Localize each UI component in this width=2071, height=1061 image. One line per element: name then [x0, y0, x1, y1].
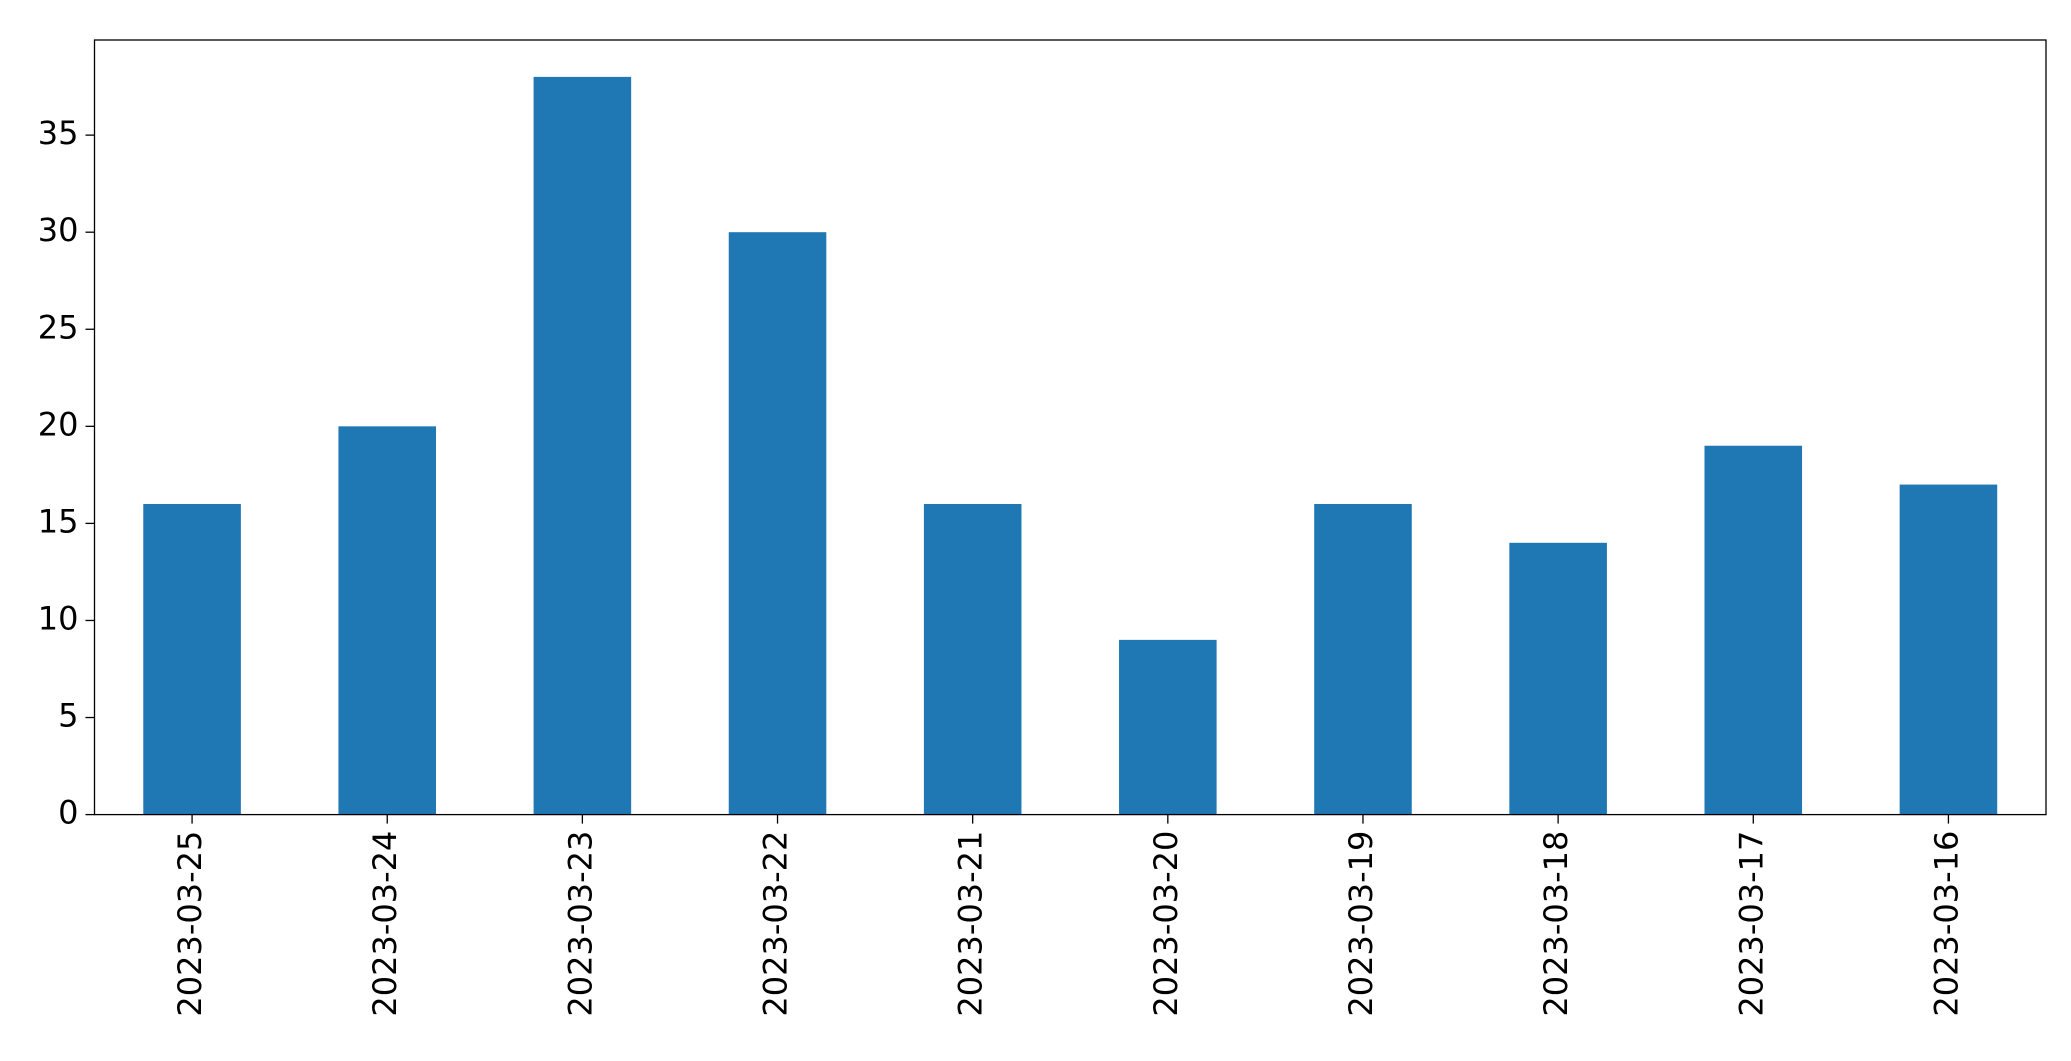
bar [923, 503, 1022, 815]
y-tick-label: 0 [58, 794, 78, 832]
y-tick-label: 15 [38, 502, 79, 540]
x-tick-label: 2023-03-20 [1147, 831, 1185, 1017]
bar [1119, 639, 1217, 815]
bar [533, 76, 632, 815]
x-tick-label: 2023-03-25 [171, 831, 209, 1017]
bar [1704, 445, 1803, 815]
bar [728, 232, 827, 815]
bar [338, 426, 437, 815]
bar [1509, 542, 1607, 815]
x-tick-label: 2023-03-22 [757, 831, 795, 1017]
y-tick-label: 30 [38, 211, 79, 249]
y-tick-label: 20 [38, 405, 79, 443]
y-tick-label: 35 [38, 114, 79, 152]
x-tick-label: 2023-03-23 [561, 831, 599, 1017]
x-tick-label: 2023-03-17 [1732, 831, 1770, 1017]
x-tick-label: 2023-03-19 [1342, 831, 1380, 1017]
plot-frame [93, 39, 2047, 816]
x-tick-label: 2023-03-16 [1927, 831, 1965, 1017]
bar [1899, 484, 1998, 815]
y-tick-label: 10 [38, 599, 79, 637]
y-tick-label: 5 [58, 697, 78, 735]
x-tick-label: 2023-03-21 [952, 831, 990, 1017]
y-tick-label: 25 [38, 308, 79, 346]
x-tick-label: 2023-03-18 [1537, 831, 1575, 1017]
x-tick-label: 2023-03-24 [366, 831, 404, 1017]
bar [143, 503, 241, 815]
bar [1314, 503, 1412, 815]
